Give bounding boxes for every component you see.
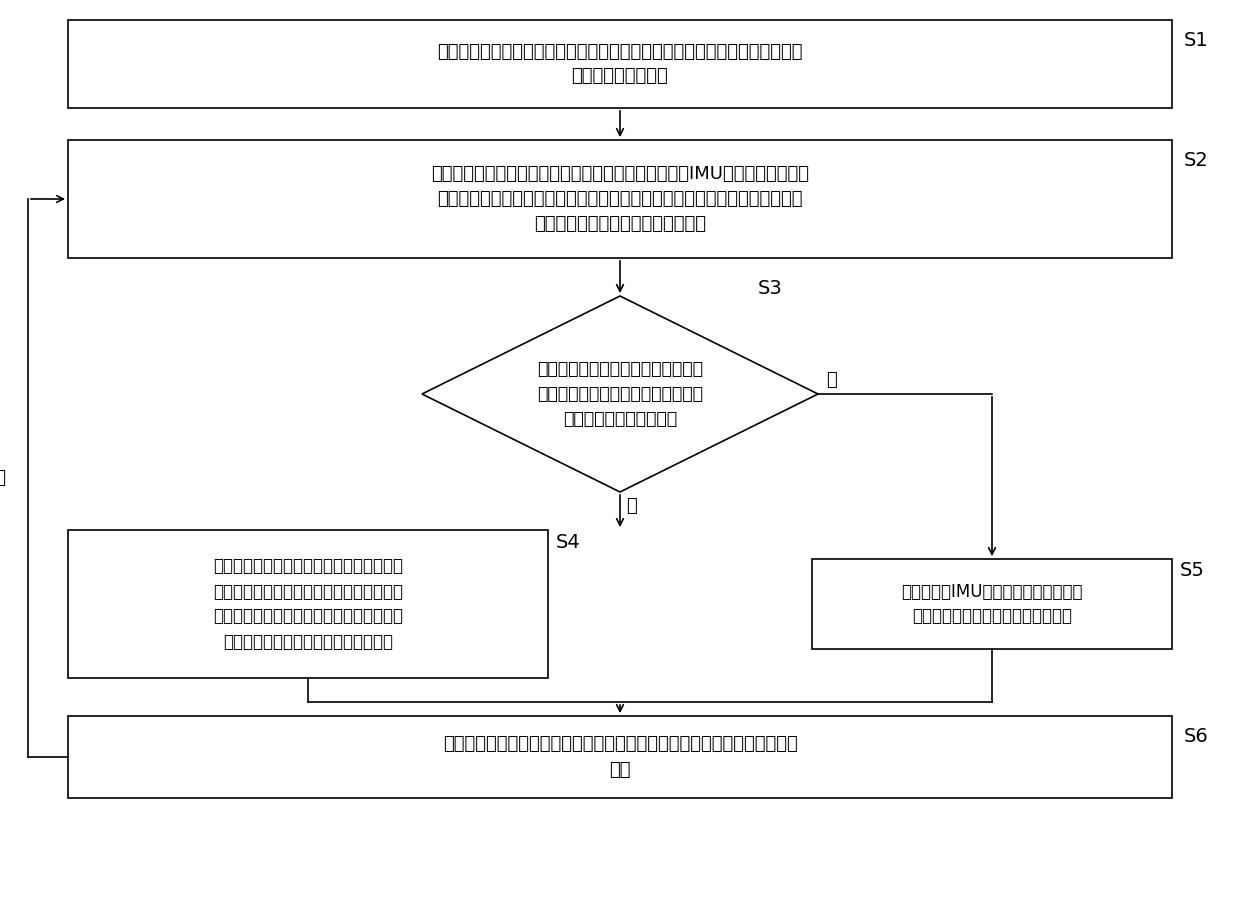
Text: 利用非线性被动补偿滤波方法对当前时刻末端执行器中IMU惯性传感器的测量
值进行惯导解算，得到当前时刻末端执行器的惯导状态值，将惯导状态值以状
态变量估计值的形式: 利用非线性被动补偿滤波方法对当前时刻末端执行器中IMU惯性传感器的测量 值进行惯… — [432, 165, 808, 233]
Text: S6: S6 — [1184, 727, 1209, 745]
Text: S3: S3 — [758, 278, 782, 298]
Text: 将当前时刻IMU惯性传感器的测量值删
除，利用惯导状态值构建因子图模型: 将当前时刻IMU惯性传感器的测量值删 除，利用惯导状态值构建因子图模型 — [901, 582, 1083, 625]
Bar — [812, 559, 1172, 649]
Text: S2: S2 — [1184, 151, 1209, 170]
Text: 利用末端执行器中的绳索受力传感器
判断当前时刻机器人电机的运动状态
是否可用于因子图的计算: 利用末端执行器中的绳索受力传感器 判断当前时刻机器人电机的运动状态 是否可用于因… — [537, 360, 703, 428]
Text: 建立一个空的因子图，确定末端执行器的初始状态，将初始状态以先验因子的
形式加入到因子图中: 建立一个空的因子图，确定末端执行器的初始状态，将初始状态以先验因子的 形式加入到… — [438, 42, 802, 85]
Bar — [68, 716, 1172, 798]
Bar — [68, 20, 1172, 108]
Text: S4: S4 — [556, 533, 580, 552]
Text: 下一时刻: 下一时刻 — [0, 469, 6, 487]
Text: 否: 否 — [826, 371, 837, 389]
Text: S5: S5 — [1180, 562, 1205, 580]
Text: S1: S1 — [1184, 30, 1209, 49]
Text: 对因子图模型进行非线性最优估计，得到当前时刻末端执行器的速度和位置
信息: 对因子图模型进行非线性最优估计，得到当前时刻末端执行器的速度和位置 信息 — [443, 736, 797, 779]
Text: 是: 是 — [626, 497, 637, 515]
Bar — [68, 140, 1172, 258]
Polygon shape — [422, 296, 818, 492]
Text: 利用正运动学方程对当前时刻机器人电机的
转速测量值进行解算，得到当前时刻末端执
行器的状态变量，将状态变量以中间因子的
形式加入到因子图中，得到因子图模型: 利用正运动学方程对当前时刻机器人电机的 转速测量值进行解算，得到当前时刻末端执 … — [213, 558, 403, 650]
Bar — [68, 530, 548, 678]
